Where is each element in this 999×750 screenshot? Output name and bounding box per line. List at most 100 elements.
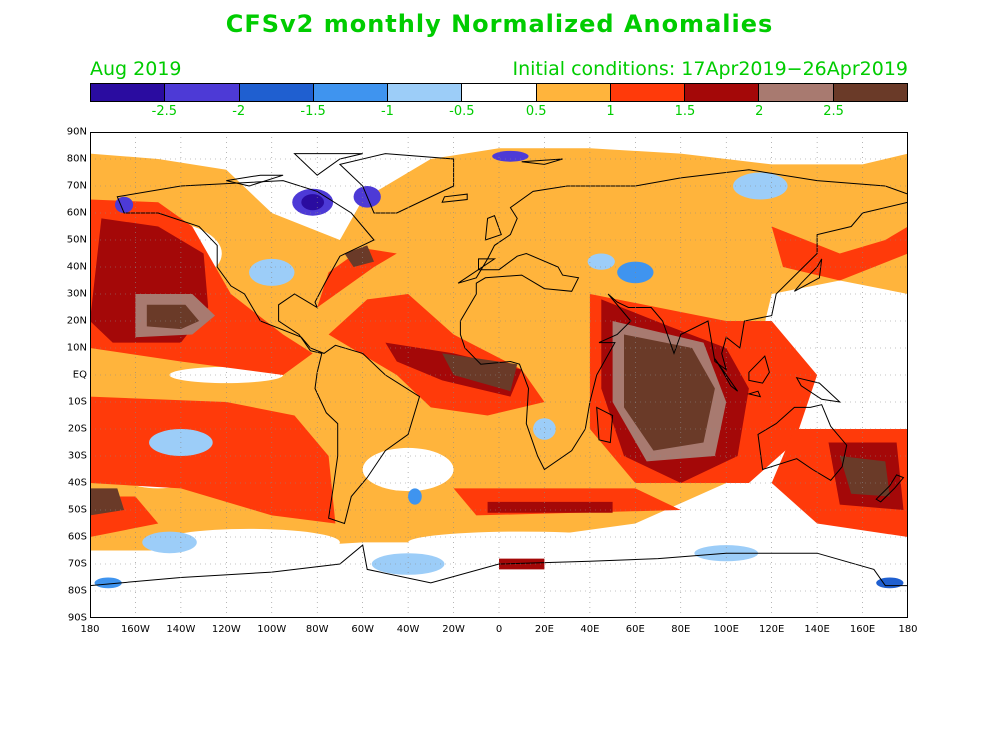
extreme-anomaly-region bbox=[90, 488, 125, 516]
negative-anomaly-region bbox=[533, 418, 556, 440]
latitude-label: 40S bbox=[67, 477, 87, 489]
neutral-region bbox=[158, 528, 340, 556]
latitude-label: 30S bbox=[67, 450, 87, 462]
coastline bbox=[794, 258, 823, 292]
longitude-label: 160W bbox=[120, 624, 150, 635]
longitude-label: 140E bbox=[804, 624, 830, 635]
positive-anomaly-region bbox=[317, 248, 397, 308]
colorbar-label: -2 bbox=[232, 104, 246, 119]
coastline bbox=[457, 169, 908, 471]
latitude-label: 10S bbox=[67, 396, 87, 408]
coastline bbox=[757, 404, 848, 481]
latitude-label: 80N bbox=[66, 153, 87, 165]
negative-anomaly-region bbox=[492, 150, 529, 162]
extreme-anomaly-region bbox=[624, 334, 715, 451]
strong-anomaly-region bbox=[499, 558, 545, 570]
latitude-label: 90S bbox=[67, 612, 87, 624]
colorbar-label: 2.5 bbox=[823, 104, 844, 119]
latitude-label: 80S bbox=[67, 585, 87, 597]
colorbar-label: -2.5 bbox=[151, 104, 178, 119]
latitude-label: 20S bbox=[67, 423, 87, 435]
colorbar-swatch bbox=[759, 84, 834, 101]
coastline bbox=[714, 358, 739, 392]
latitude-label: 30N bbox=[66, 288, 87, 300]
latitude-label: 70N bbox=[66, 180, 87, 192]
latitude-label: 60N bbox=[66, 207, 87, 219]
colorbar-swatch bbox=[313, 84, 389, 101]
longitude-label: 100W bbox=[257, 624, 287, 635]
longitude-label: 180 bbox=[898, 624, 918, 635]
negative-anomaly-region bbox=[142, 531, 197, 554]
negative-anomaly-region bbox=[587, 253, 615, 270]
longitude-label: 0 bbox=[495, 624, 503, 635]
coastline bbox=[521, 158, 563, 165]
colorbar-swatch bbox=[462, 84, 537, 101]
coastline bbox=[441, 193, 468, 203]
neutral-region bbox=[362, 447, 454, 492]
graticule bbox=[90, 132, 908, 618]
neutral-region bbox=[408, 531, 636, 554]
longitude-label: 160E bbox=[849, 624, 876, 635]
map-svg bbox=[90, 132, 908, 618]
latitude-label: 20N bbox=[66, 315, 87, 327]
colorbar-swatch bbox=[685, 84, 760, 101]
longitude-label: 80W bbox=[305, 624, 329, 635]
colorbar-label: 2 bbox=[755, 104, 764, 119]
latitude-label: 60S bbox=[67, 531, 87, 543]
negative-anomaly-region bbox=[114, 196, 134, 213]
coastline bbox=[484, 215, 502, 241]
longitude-label: 100E bbox=[713, 624, 739, 635]
colorbar-label: -1 bbox=[380, 104, 394, 119]
longitude-label: 60E bbox=[625, 624, 645, 635]
negative-anomaly-region bbox=[301, 194, 325, 211]
negative-anomaly-region bbox=[94, 577, 122, 589]
colorbar-label: 0.5 bbox=[525, 104, 547, 119]
latitude-label: 90N bbox=[66, 126, 87, 138]
coastline bbox=[116, 180, 421, 525]
coastline bbox=[226, 174, 284, 187]
anomaly-map bbox=[90, 132, 908, 618]
map-border bbox=[90, 132, 908, 618]
initial-conditions: Initial conditions: 17Apr2019−26Apr2019 bbox=[512, 58, 908, 80]
coastline bbox=[90, 544, 908, 618]
latitude-label: 70S bbox=[67, 558, 87, 570]
longitude-label: 120W bbox=[211, 624, 241, 635]
longitude-label: 40W bbox=[396, 624, 420, 635]
coastline bbox=[338, 153, 455, 214]
colorbar-swatch bbox=[165, 84, 240, 101]
coastline bbox=[795, 376, 842, 403]
longitude-label: 60W bbox=[351, 624, 374, 635]
coastline bbox=[293, 153, 363, 176]
coastline bbox=[746, 390, 762, 398]
longitude-label: 120E bbox=[758, 624, 785, 635]
latitude-label: 10N bbox=[66, 342, 87, 354]
positive-anomaly-region bbox=[90, 396, 336, 524]
colorbar-label: -0.5 bbox=[449, 104, 475, 119]
longitude-label: 20W bbox=[442, 624, 465, 635]
coastline bbox=[875, 474, 905, 503]
latitude-label: 50S bbox=[67, 504, 87, 516]
coastlines bbox=[90, 153, 908, 618]
extreme-anomaly-region bbox=[344, 245, 374, 267]
colorbar-swatch bbox=[239, 84, 314, 101]
coastline bbox=[748, 355, 770, 384]
latitude-label: 50N bbox=[66, 234, 87, 246]
longitude-label: 80E bbox=[671, 624, 691, 635]
colorbar-label: 1.5 bbox=[674, 104, 696, 119]
negative-anomaly-region bbox=[371, 553, 445, 575]
colorbar-swatch bbox=[536, 84, 611, 101]
colorbar-swatch bbox=[610, 84, 686, 101]
latitude-label: 40N bbox=[66, 261, 87, 273]
strong-anomaly-region bbox=[487, 501, 613, 513]
longitude-label: 180 bbox=[80, 624, 100, 635]
colorbar-swatch bbox=[91, 84, 166, 101]
colorbar-swatch bbox=[388, 84, 463, 101]
longitude-label: 20E bbox=[534, 624, 554, 635]
extreme-anomaly-region bbox=[839, 456, 890, 497]
forecast-month: Aug 2019 bbox=[90, 58, 182, 80]
extreme-anomaly-region bbox=[146, 304, 200, 330]
coastline bbox=[596, 406, 614, 444]
longitude-label: 40E bbox=[580, 624, 600, 635]
longitude-label: 140W bbox=[166, 624, 196, 635]
colorbar-label: -1.5 bbox=[300, 104, 326, 119]
